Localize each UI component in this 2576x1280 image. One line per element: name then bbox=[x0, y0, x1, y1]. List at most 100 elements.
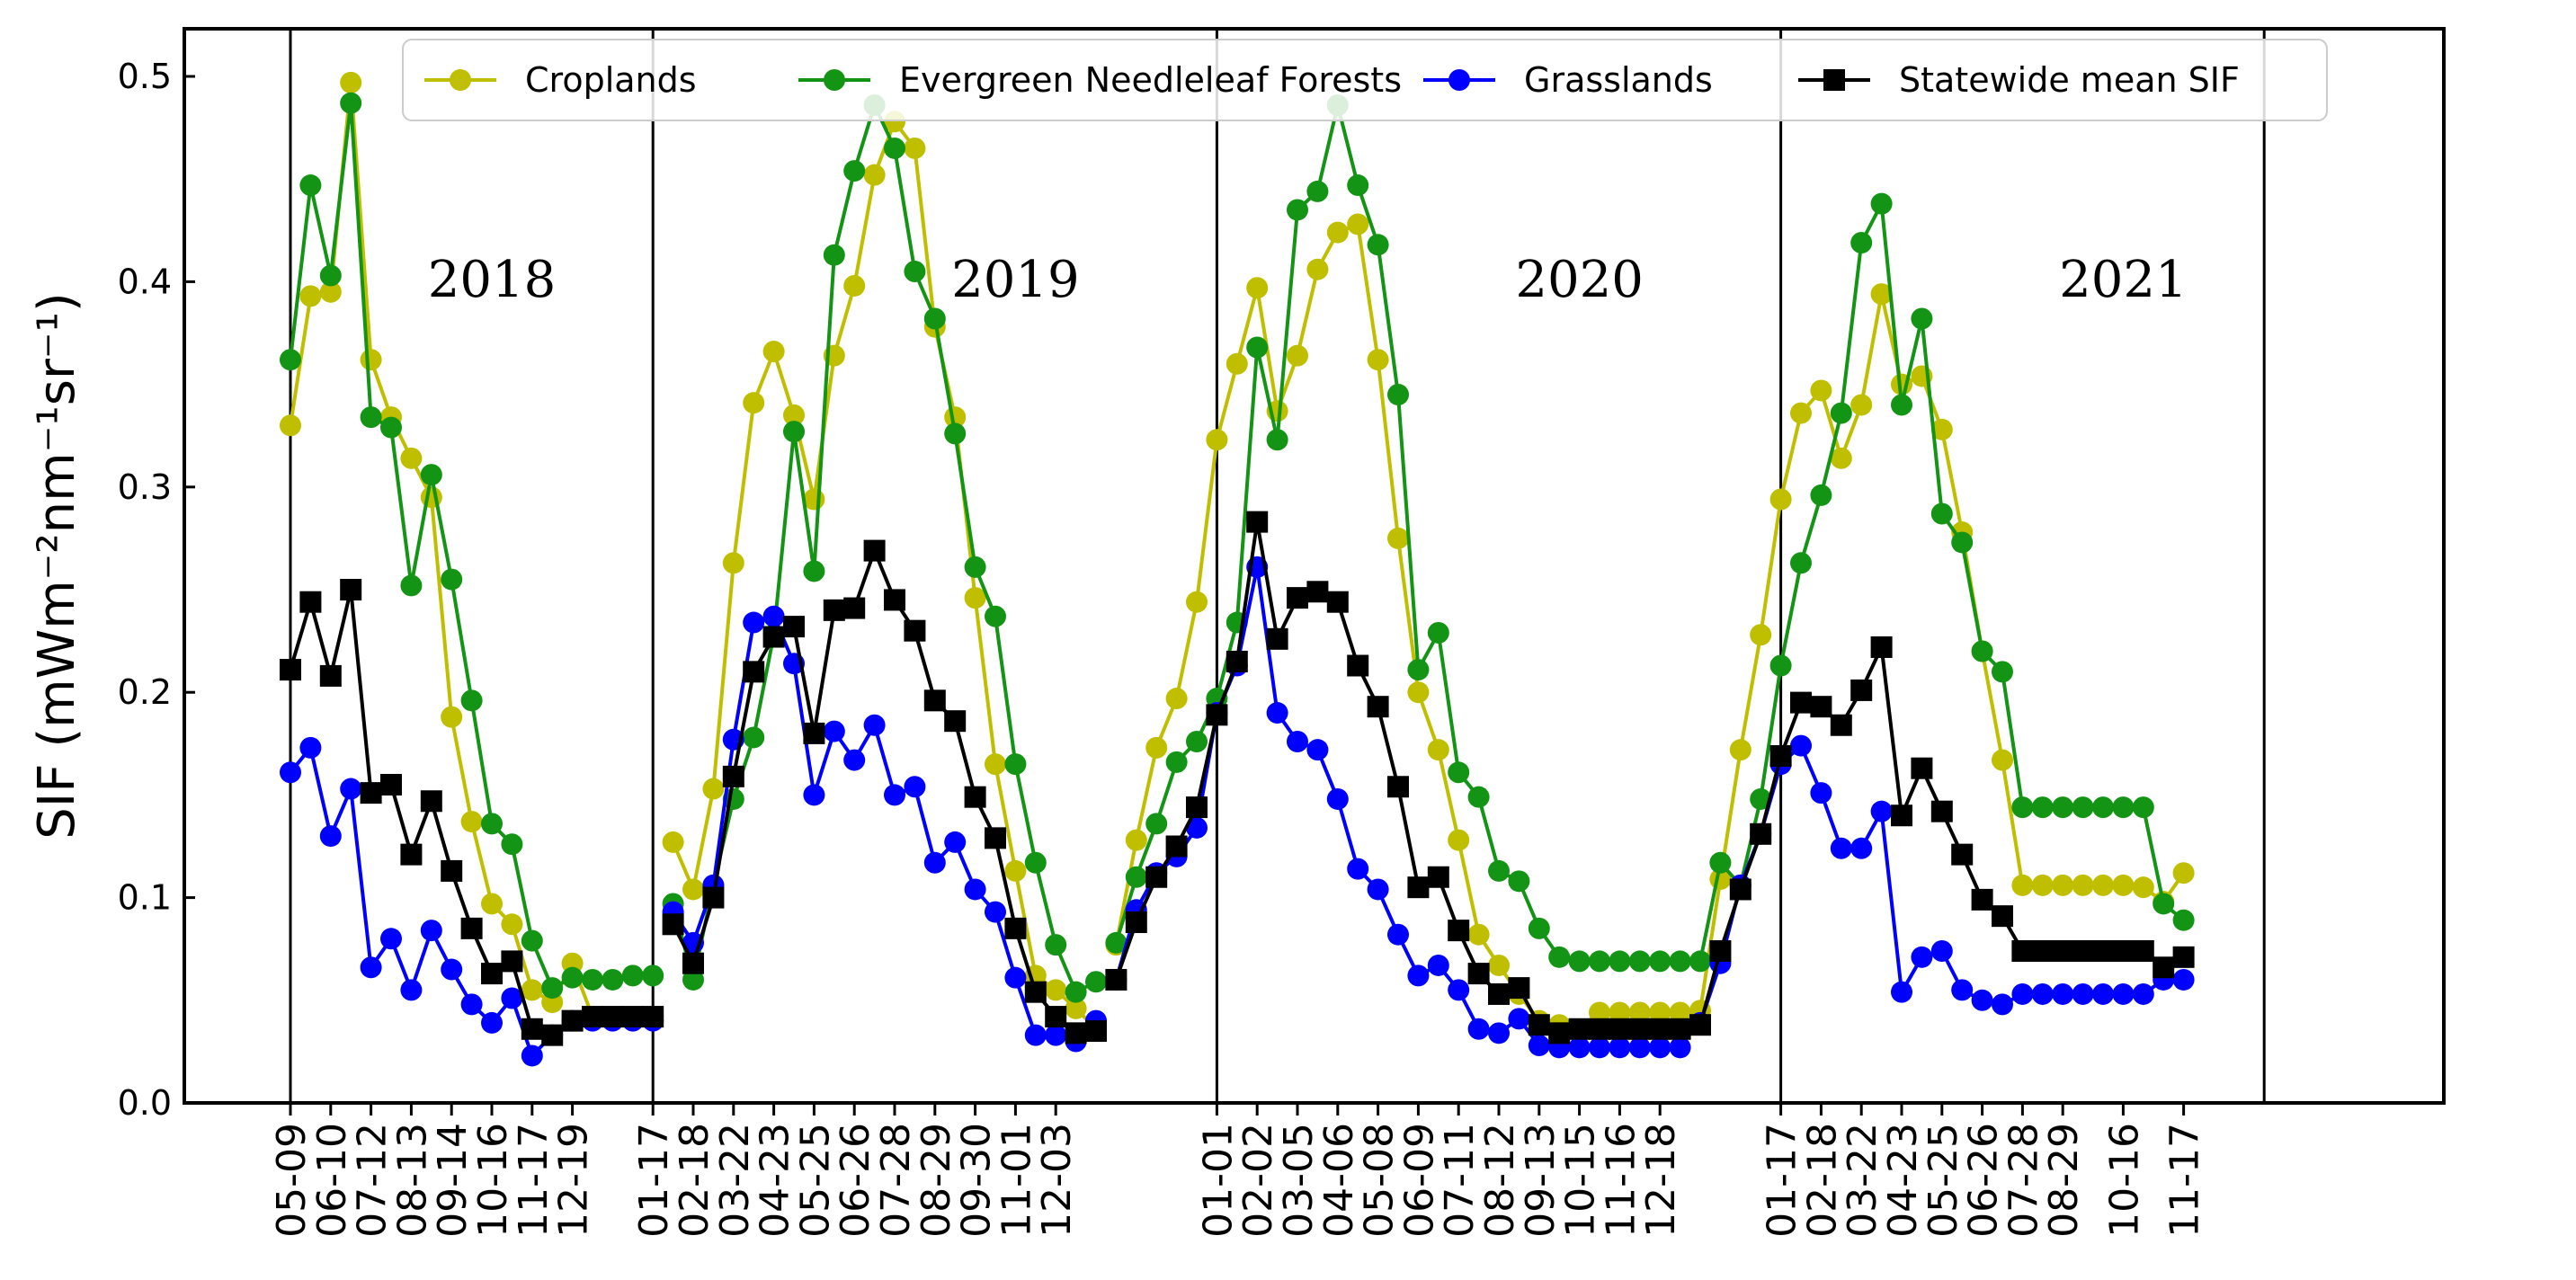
data-point bbox=[340, 92, 362, 114]
data-point bbox=[481, 1011, 503, 1034]
data-point bbox=[1448, 920, 1470, 942]
data-point bbox=[743, 611, 765, 634]
data-point bbox=[1589, 1001, 1610, 1024]
data-point bbox=[1810, 484, 1832, 506]
data-point bbox=[380, 773, 402, 796]
data-point bbox=[642, 1006, 664, 1028]
x-tick-label: 03-22 bbox=[712, 1123, 758, 1238]
data-point bbox=[380, 928, 402, 950]
data-point bbox=[823, 720, 845, 742]
data-point bbox=[319, 825, 342, 848]
data-point bbox=[1306, 258, 1329, 280]
data-point bbox=[1105, 968, 1128, 991]
x-tick-label: 03-22 bbox=[1840, 1123, 1885, 1238]
data-point bbox=[481, 813, 503, 835]
data-point bbox=[360, 349, 382, 371]
data-point bbox=[1669, 1018, 1691, 1040]
data-point bbox=[1387, 923, 1409, 946]
data-point bbox=[1347, 174, 1369, 197]
data-point bbox=[481, 893, 503, 915]
data-point bbox=[702, 778, 725, 800]
data-point bbox=[1427, 866, 1449, 888]
y-tick-label: 0.4 bbox=[118, 262, 172, 301]
x-tick-label: 10-16 bbox=[2101, 1123, 2147, 1238]
data-point bbox=[2092, 874, 2114, 896]
series-group bbox=[280, 71, 2195, 1067]
data-point bbox=[1448, 829, 1470, 851]
data-point bbox=[1870, 636, 1893, 658]
data-point bbox=[2011, 796, 2034, 819]
data-point bbox=[582, 968, 603, 991]
data-point bbox=[1246, 336, 1269, 359]
data-point bbox=[1326, 787, 1349, 810]
data-point bbox=[803, 560, 825, 582]
data-point bbox=[2072, 939, 2094, 962]
data-point bbox=[1769, 745, 1792, 768]
data-point bbox=[1971, 989, 1993, 1011]
data-point bbox=[420, 790, 442, 813]
x-tick-label: 06-26 bbox=[1961, 1123, 2007, 1238]
data-point bbox=[783, 421, 805, 443]
x-tick-label: 07-28 bbox=[2001, 1123, 2046, 1238]
data-point bbox=[280, 349, 301, 371]
data-point bbox=[722, 765, 744, 787]
data-point bbox=[1528, 1014, 1550, 1036]
x-tick-label: 06-10 bbox=[309, 1123, 355, 1238]
data-point bbox=[1589, 950, 1610, 973]
data-point bbox=[541, 1024, 564, 1046]
data-point bbox=[843, 749, 866, 771]
data-point bbox=[884, 589, 905, 611]
x-tick-label: 11-16 bbox=[1598, 1123, 1644, 1238]
data-point bbox=[884, 784, 905, 806]
data-point bbox=[1024, 1024, 1047, 1046]
data-point bbox=[1165, 835, 1188, 858]
data-point bbox=[2112, 796, 2135, 819]
data-point bbox=[1367, 234, 1389, 256]
data-point bbox=[1287, 344, 1308, 367]
x-tick-label: 08-29 bbox=[2041, 1123, 2087, 1238]
data-point bbox=[1729, 878, 1752, 901]
data-point bbox=[1669, 1036, 1691, 1059]
data-point bbox=[944, 422, 967, 445]
data-point bbox=[803, 722, 825, 744]
data-point bbox=[521, 1044, 543, 1067]
data-point bbox=[1508, 1008, 1530, 1030]
data-point bbox=[1165, 751, 1188, 773]
data-point bbox=[1810, 696, 1832, 718]
data-point bbox=[521, 979, 543, 1001]
data-point bbox=[621, 1006, 644, 1028]
data-point bbox=[2132, 796, 2154, 819]
data-point bbox=[1407, 681, 1430, 704]
data-point bbox=[460, 917, 483, 939]
data-point bbox=[1427, 739, 1449, 761]
data-point bbox=[1347, 858, 1369, 880]
data-point bbox=[2031, 874, 2054, 896]
x-tick-label: 11-17 bbox=[511, 1123, 557, 1238]
data-point bbox=[1850, 394, 1873, 416]
data-point bbox=[280, 659, 301, 681]
data-point bbox=[2172, 909, 2195, 931]
data-point bbox=[1045, 1024, 1067, 1046]
data-point bbox=[1448, 761, 1470, 784]
data-point bbox=[2031, 939, 2054, 962]
data-point bbox=[1649, 950, 1671, 973]
data-point bbox=[501, 913, 523, 936]
data-point bbox=[621, 964, 644, 987]
axes: 0.0 0.1 0.2 0.3 0.4 0.5 SIF (mWm⁻²nm⁻¹sr⁻¹) 05-… bbox=[28, 57, 2208, 1238]
data-point bbox=[1467, 923, 1490, 946]
data-point bbox=[762, 341, 785, 363]
data-point bbox=[1750, 624, 1772, 646]
data-point bbox=[1488, 1022, 1510, 1044]
data-point bbox=[1669, 1001, 1691, 1024]
data-point bbox=[1609, 950, 1631, 973]
data-point bbox=[2011, 939, 2034, 962]
data-point bbox=[1427, 621, 1449, 644]
data-point bbox=[1609, 1018, 1631, 1040]
data-point bbox=[985, 605, 1006, 627]
data-point bbox=[1951, 843, 1974, 866]
data-point bbox=[360, 956, 382, 979]
data-point bbox=[1287, 199, 1308, 221]
data-point bbox=[843, 597, 866, 619]
data-point bbox=[1790, 691, 1812, 714]
